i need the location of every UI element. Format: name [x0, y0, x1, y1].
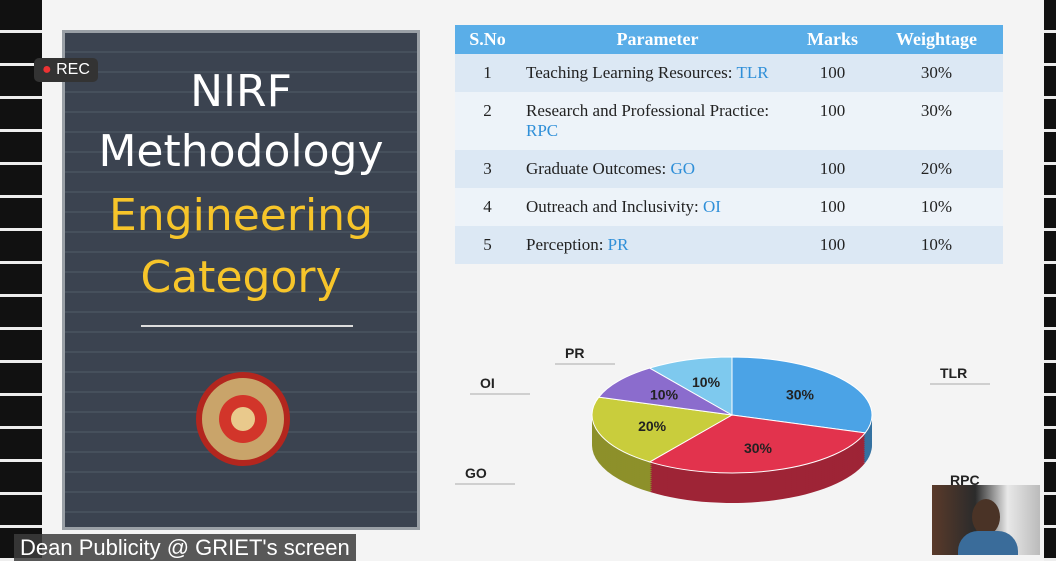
column-header: S.No — [455, 25, 520, 54]
parameter-text: Outreach and Inclusivity: — [526, 197, 699, 216]
parameter-cell: Graduate Outcomes: GO — [520, 150, 795, 188]
column-header: Marks — [795, 25, 870, 54]
data-label: 30% — [744, 440, 773, 456]
sno-cell: 2 — [455, 92, 520, 150]
parameter-cell: Teaching Learning Resources: TLR — [520, 54, 795, 92]
marks-cell: 100 — [795, 150, 870, 188]
slide-title: NIRF — [65, 61, 417, 123]
parameter-abbr: TLR — [736, 63, 768, 82]
category-label: PR — [565, 345, 584, 361]
parameter-cell: Outreach and Inclusivity: OI — [520, 188, 795, 226]
sno-cell: 5 — [455, 226, 520, 264]
parameter-abbr: GO — [670, 159, 695, 178]
slide-subtitle: Engineering — [65, 185, 417, 247]
sno-cell: 4 — [455, 188, 520, 226]
parameter-cell: Research and Professional Practice: RPC — [520, 92, 795, 150]
rec-label: REC — [56, 61, 90, 78]
weightage-cell: 10% — [870, 188, 1003, 226]
marks-cell: 100 — [795, 226, 870, 264]
parameter-cell: Perception: PR — [520, 226, 795, 264]
slide-title: Methodology — [65, 121, 417, 183]
parameter-abbr: PR — [608, 235, 629, 254]
data-label: 10% — [650, 387, 679, 403]
data-label: 20% — [638, 418, 667, 434]
category-label: GO — [465, 465, 487, 481]
weightage-cell: 10% — [870, 226, 1003, 264]
sno-cell: 3 — [455, 150, 520, 188]
data-label: 30% — [786, 387, 815, 403]
parameter-text: Research and Professional Practice: — [526, 101, 769, 120]
parameter-text: Teaching Learning Resources: — [526, 63, 733, 82]
rec-badge: ● REC — [34, 58, 98, 82]
data-label: 10% — [692, 374, 721, 390]
webcam-shirt — [958, 531, 1018, 555]
column-header: Parameter — [520, 25, 795, 54]
weightage-cell: 30% — [870, 92, 1003, 150]
category-label: OI — [480, 375, 495, 391]
webcam-face — [972, 499, 1000, 535]
logo — [193, 369, 293, 469]
marks-cell: 100 — [795, 188, 870, 226]
marks-cell: 100 — [795, 54, 870, 92]
parameter-abbr: OI — [703, 197, 721, 216]
weightage-cell: 30% — [870, 54, 1003, 92]
webcam-thumbnail — [932, 485, 1040, 555]
left-bar — [0, 0, 42, 561]
page: NIRF Methodology Engineering Category ● … — [0, 0, 1056, 561]
parameter-text: Graduate Outcomes: — [526, 159, 666, 178]
category-label: TLR — [940, 365, 967, 381]
slide-card: NIRF Methodology Engineering Category — [62, 30, 420, 530]
divider — [141, 325, 353, 327]
sno-cell: 1 — [455, 54, 520, 92]
parameter-abbr: RPC — [526, 121, 558, 140]
slide-subtitle: Category — [65, 247, 417, 309]
weightage-cell: 20% — [870, 150, 1003, 188]
marks-cell: 100 — [795, 92, 870, 150]
screen-owner-label: Dean Publicity @ GRIET's screen — [14, 534, 356, 561]
parameter-text: Perception: — [526, 235, 603, 254]
column-header: Weightage — [870, 25, 1003, 54]
right-bar — [1044, 0, 1056, 561]
